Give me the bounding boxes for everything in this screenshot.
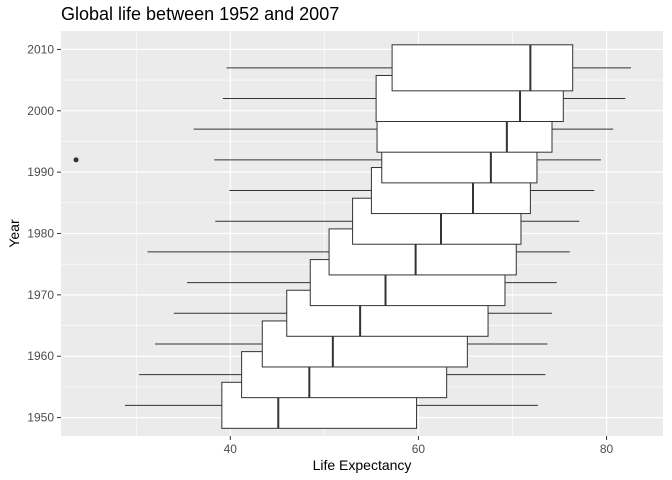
y-tick-label: 1970: [27, 288, 54, 302]
y-tick-label: 1960: [27, 349, 54, 363]
box-series: [73, 44, 632, 429]
chart-title: Global life between 1952 and 2007: [61, 4, 340, 24]
x-tick-label: 80: [600, 442, 614, 456]
x-axis-title: Life Expectancy: [313, 457, 412, 473]
y-tick-label: 1980: [27, 227, 54, 241]
y-axis-title: Year: [6, 219, 22, 248]
box-2007: [226, 44, 632, 92]
box-iqr: [391, 44, 574, 92]
y-tick-label: 1990: [27, 165, 54, 179]
y-tick-label: 2000: [27, 104, 54, 118]
y-tick-label: 1950: [27, 411, 54, 425]
outlier-point: [73, 157, 79, 163]
x-tick-label: 60: [412, 442, 426, 456]
y-axis: 1950 1960 1970 1980 1990 2000 2010: [27, 42, 61, 425]
x-tick-label: 40: [224, 442, 238, 456]
x-axis: 40 60 80: [224, 436, 614, 456]
y-tick-label: 2010: [27, 42, 54, 56]
